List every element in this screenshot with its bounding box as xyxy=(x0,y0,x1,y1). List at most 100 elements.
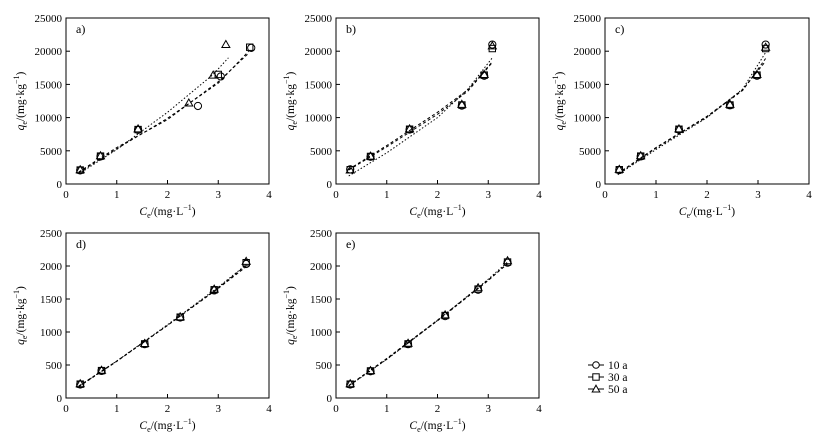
data-point xyxy=(183,97,194,107)
legend-label: 30 a xyxy=(608,372,627,384)
panel-label: d) xyxy=(76,237,86,251)
plot-frame xyxy=(65,232,270,399)
data-point xyxy=(615,166,623,174)
legend-label: 10 a xyxy=(608,360,627,372)
y-tick-label: 2500 xyxy=(40,228,63,240)
data-point xyxy=(140,340,149,348)
x-axis-label: Ce/(mg·L−1) xyxy=(139,203,195,220)
circle-icon xyxy=(592,361,600,369)
y-tick-label: 15000 xyxy=(574,79,602,91)
data-point xyxy=(487,40,498,50)
data-point xyxy=(674,123,684,133)
y-tick-label: 500 xyxy=(46,360,63,372)
x-tick-label: 3 xyxy=(486,189,492,201)
triangle-icon xyxy=(591,384,601,393)
legend-entry-10a: 10 a xyxy=(588,360,627,372)
y-tick-label: 0 xyxy=(327,393,333,405)
fit-line xyxy=(617,52,767,176)
y-tick-label: 10000 xyxy=(574,113,602,125)
data-point xyxy=(473,282,483,292)
x-axis-label: Ce/(mg·L−1) xyxy=(679,203,735,220)
data-point xyxy=(208,70,219,79)
data-point xyxy=(365,365,376,375)
y-tick-label: 20000 xyxy=(574,46,602,58)
y-tick-label: 5000 xyxy=(40,146,63,158)
x-axis-label: Ce/(mg·L−1) xyxy=(139,417,195,434)
x-tick-label: 4 xyxy=(266,189,272,201)
series-50a xyxy=(345,40,498,177)
data-point xyxy=(760,42,771,51)
data-point xyxy=(241,256,252,265)
x-tick-label: 0 xyxy=(63,189,69,201)
series-50a xyxy=(614,42,771,176)
plot-frame xyxy=(604,17,810,185)
data-point xyxy=(637,152,645,160)
y-tick-label: 1000 xyxy=(310,327,333,339)
series-30a xyxy=(76,43,254,174)
data-point xyxy=(502,255,513,265)
data-point xyxy=(75,164,86,174)
panel-label: c) xyxy=(615,22,624,36)
data-point xyxy=(761,40,770,49)
x-tick-label: 3 xyxy=(216,403,222,415)
y-tick-label: 0 xyxy=(57,179,63,191)
x-tick-label: 1 xyxy=(384,189,390,201)
chart-panel-b: 0 1 2 3 4 0 5000 10000 15000 20000 25000 b) Ce/(mg·L… xyxy=(282,13,542,220)
data-point xyxy=(133,123,143,133)
x-tick-label: 2 xyxy=(165,403,171,415)
x-axis-label: Ce/(mg·L−1) xyxy=(409,417,465,434)
series-50a xyxy=(345,255,513,388)
data-point xyxy=(345,165,356,174)
panels: 0 1 2 3 40500010000150002000025000a)Ce/(mg·L… xyxy=(12,13,812,434)
x-tick-label: 0 xyxy=(63,403,69,415)
y-tick-label: 2000 xyxy=(40,261,63,273)
y-tick-label: 1500 xyxy=(310,294,333,306)
y-tick-label: 0 xyxy=(596,179,602,191)
data-point xyxy=(345,378,356,388)
data-point xyxy=(614,164,625,173)
y-tick-label: 15000 xyxy=(35,79,63,91)
data-point xyxy=(366,367,375,375)
data-point xyxy=(95,150,106,160)
panel-label: e) xyxy=(346,237,355,251)
x-tick-label: 4 xyxy=(266,403,272,415)
x-tick-label: 3 xyxy=(216,189,222,201)
legend-entry-30a: 30 a xyxy=(588,372,627,384)
fit-line xyxy=(617,60,766,174)
y-tick-label: 5000 xyxy=(579,146,602,158)
y-tick-label: 0 xyxy=(57,393,63,405)
fit-line xyxy=(617,58,767,175)
data-point xyxy=(675,125,683,133)
data-point xyxy=(246,43,254,51)
data-point xyxy=(346,380,354,388)
y-tick-label: 25000 xyxy=(574,13,602,25)
x-tick-label: 2 xyxy=(165,189,171,201)
data-point xyxy=(405,125,414,133)
y-tick-label: 1500 xyxy=(40,294,63,306)
y-axis-label: qe/(mg·kg−1) xyxy=(551,71,568,130)
data-point xyxy=(635,150,646,160)
y-tick-label: 25000 xyxy=(305,13,333,25)
data-point xyxy=(479,69,490,78)
data-point xyxy=(139,338,150,348)
chart-panel-d: 0 1 2 3 4 0 500 1000 1500 2000 2500 d) Ce/(mg·L−1) qe… xyxy=(12,228,272,434)
chart-panel-e: 0 1 2 3 4 0 500 1000 1500 2000 2500 e) Ce/(mg·L−1) qe… xyxy=(282,228,542,434)
y-tick-label: 5000 xyxy=(310,146,333,158)
legend-label: 50 a xyxy=(608,384,627,396)
data-point xyxy=(209,284,220,293)
data-point xyxy=(403,338,413,347)
series-50a xyxy=(75,39,231,175)
y-tick-label: 2500 xyxy=(310,228,333,240)
x-tick-label: 3 xyxy=(486,403,492,415)
data-point xyxy=(440,309,450,319)
fit-line xyxy=(78,264,247,387)
data-point xyxy=(76,380,84,388)
data-point xyxy=(96,152,105,160)
y-tick-label: 0 xyxy=(327,179,333,191)
fit-line xyxy=(348,57,493,177)
fit-line xyxy=(348,263,508,387)
y-axis-label: qe/(mg·kg−1) xyxy=(12,71,29,130)
x-tick-label: 4 xyxy=(536,403,542,415)
y-axis-label: qe/(mg·kg−1) xyxy=(282,286,299,345)
